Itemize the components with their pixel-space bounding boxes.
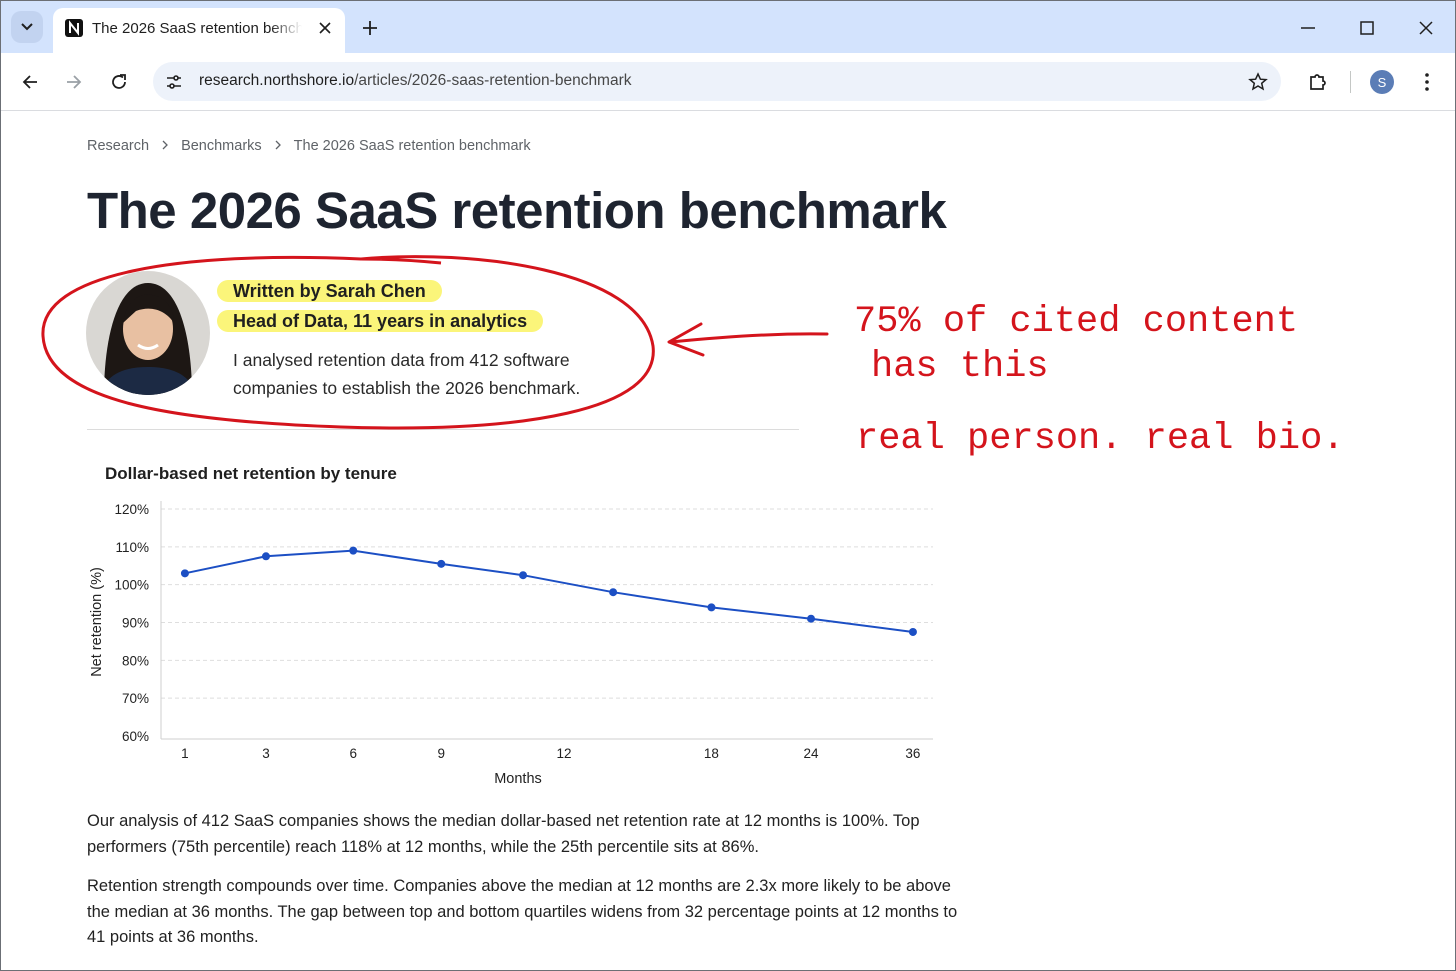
point: [609, 588, 618, 597]
byline-text: Written by Sarah Chen: [217, 280, 442, 302]
minimize[interactable]: [1299, 19, 1317, 37]
author-bio: I analysed retention data from 412 softw…: [233, 350, 581, 398]
y-tick-label: 120%: [114, 502, 149, 517]
x-tick-label: 3: [262, 746, 270, 761]
role-text: Head of Data, 11 years in analytics: [217, 310, 544, 332]
url-host: research.northshore.io: [199, 72, 355, 89]
y-tick-label: 60%: [122, 729, 149, 744]
point: [261, 552, 270, 561]
tab-bar: The 2026 SaaS retention benchmark: [1, 1, 1455, 53]
y-axis-label: Net retention (%): [89, 567, 105, 677]
point: [180, 569, 189, 578]
tab-title: The 2026 SaaS retention benchmark: [92, 20, 302, 37]
close-tab[interactable]: [318, 21, 332, 35]
paragraph: Our analysis of 412 SaaS companies shows…: [87, 812, 920, 856]
x-axis-label: Months: [494, 771, 542, 787]
point: [349, 546, 358, 555]
author-byline: Written by Sarah Chen: [217, 280, 442, 302]
reload-button[interactable]: [109, 72, 129, 92]
author-role: Head of Data, 11 years in analytics: [217, 310, 544, 332]
breadcrumb[interactable]: Benchmarks: [181, 138, 262, 154]
close-window[interactable]: [1417, 19, 1435, 37]
y-tick-label: 100%: [114, 578, 149, 593]
author-photo: [86, 271, 210, 395]
toolbar: research.northshore.io/articles/2026-saa…: [1, 53, 1455, 111]
divider: [87, 429, 799, 430]
active-tab[interactable]: The 2026 SaaS retention benchmark: [53, 8, 345, 53]
y-tick-label: 110%: [115, 540, 149, 555]
point: [437, 559, 446, 568]
paragraph: Retention strength compounds over time. …: [87, 877, 958, 946]
x-tick-label: 18: [704, 746, 719, 761]
favicon: [65, 19, 83, 37]
point: [707, 603, 716, 612]
article-title: The 2026 SaaS retention benchmark: [87, 182, 947, 239]
annotation-text: 75% of cited content: [854, 301, 1298, 343]
back-button[interactable]: [20, 72, 40, 92]
line: [184, 549, 914, 633]
profile-avatar[interactable]: S: [1369, 69, 1395, 95]
y-tick-label: 90%: [122, 616, 149, 631]
forward-button[interactable]: [64, 72, 84, 92]
breadcrumb-current: The 2026 SaaS retention benchmark: [293, 138, 531, 154]
y-tick-label: 80%: [122, 653, 149, 668]
breadcrumb[interactable]: Research: [87, 138, 150, 154]
menu[interactable]: [1419, 72, 1435, 92]
x-tick-label: 36: [905, 746, 920, 761]
x-tick-label: 9: [437, 746, 445, 761]
x-tick-label: 12: [556, 746, 571, 761]
profile-initial: S: [1378, 75, 1387, 90]
divider: [1350, 71, 1351, 93]
chart: Dollar-based net retention by tenure Mon…: [89, 464, 933, 787]
x-tick-label: 6: [349, 746, 357, 761]
breadcrumbs: Research Benchmarks The 2026 SaaS retentio…: [87, 138, 531, 154]
chart-title: Dollar-based net retention by tenure: [105, 464, 397, 483]
y-tick-label: 70%: [122, 691, 149, 706]
extensions[interactable]: [1307, 71, 1329, 93]
maximize[interactable]: [1358, 19, 1376, 37]
x-tick-label: 1: [181, 746, 189, 761]
annotation-arrow: [667, 322, 829, 357]
breadcrumb-separator: [262, 138, 294, 154]
point: [908, 627, 917, 636]
point: [807, 614, 816, 623]
annotation-text: has this: [871, 346, 1049, 388]
url: research.northshore.io/articles/2026-saa…: [199, 72, 632, 90]
x-tick-label: 24: [804, 746, 820, 761]
point: [519, 571, 528, 580]
tab-search-button[interactable]: [11, 11, 43, 43]
address-bar[interactable]: research.northshore.io/articles/2026-saa…: [153, 62, 1281, 101]
url-path: /articles/2026-saas-retention-benchmark: [354, 72, 632, 89]
site-info[interactable]: [165, 73, 183, 91]
breadcrumb-separator: [149, 138, 181, 154]
new-tab[interactable]: [361, 19, 379, 37]
bookmark-star[interactable]: [1248, 72, 1268, 92]
